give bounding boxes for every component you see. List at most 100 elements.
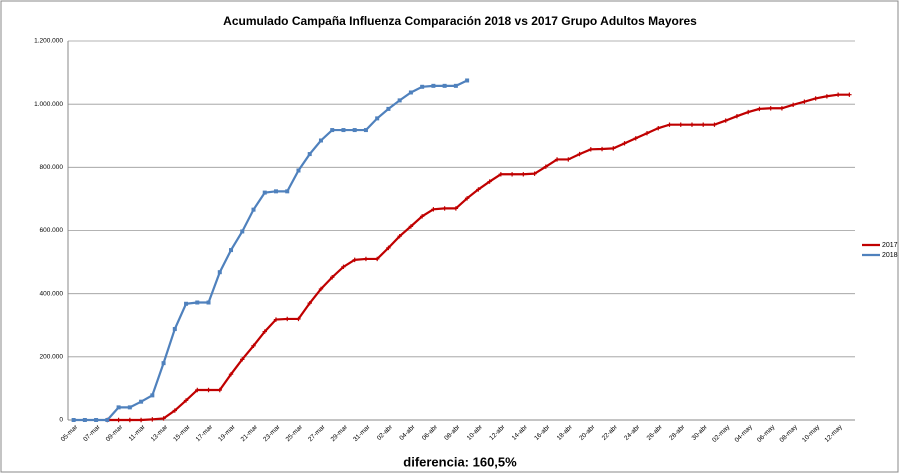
legend-label: 2017 <box>882 242 898 249</box>
point <box>498 172 504 177</box>
point <box>678 122 683 127</box>
point <box>566 157 571 162</box>
point <box>127 417 133 423</box>
y-tick-label: 600.000 <box>40 227 64 234</box>
point <box>554 157 560 162</box>
point <box>397 233 402 239</box>
point <box>240 229 245 234</box>
point <box>408 224 414 229</box>
point <box>779 106 785 111</box>
point <box>262 190 267 195</box>
point <box>184 301 189 306</box>
y-tick-label: 800.000 <box>40 164 64 171</box>
point <box>824 94 830 99</box>
point <box>127 405 132 410</box>
point <box>532 171 537 176</box>
point <box>217 270 222 275</box>
point <box>487 179 492 184</box>
point <box>94 418 99 422</box>
point <box>206 387 211 393</box>
point <box>161 361 166 366</box>
point <box>577 151 582 157</box>
point <box>442 83 447 88</box>
point <box>341 128 346 133</box>
point <box>465 78 470 83</box>
point <box>835 92 841 97</box>
y-tick-label: 0 <box>59 417 63 424</box>
point <box>397 98 402 103</box>
y-tick-label: 400.000 <box>40 290 64 297</box>
point <box>285 189 290 194</box>
point <box>318 138 323 143</box>
y-tick-label: 200.000 <box>40 354 64 361</box>
point <box>453 83 458 88</box>
point <box>847 92 852 97</box>
point <box>285 316 290 322</box>
point <box>296 168 301 173</box>
point <box>273 317 279 322</box>
point <box>521 172 526 177</box>
point <box>701 122 706 127</box>
y-tick-label: 1.200.000 <box>34 38 63 45</box>
point <box>161 416 166 421</box>
point <box>611 146 616 151</box>
point <box>206 300 211 305</box>
point <box>656 125 661 131</box>
point <box>757 106 762 112</box>
point <box>419 214 425 219</box>
point <box>745 109 751 115</box>
point <box>363 256 369 262</box>
point <box>82 418 87 422</box>
point <box>464 196 470 201</box>
point <box>352 257 357 263</box>
point <box>240 357 245 362</box>
point <box>251 207 256 212</box>
point <box>453 206 459 211</box>
point <box>790 102 796 107</box>
point <box>172 327 177 332</box>
point <box>138 417 144 423</box>
point <box>341 264 346 270</box>
point <box>116 405 121 410</box>
point <box>633 136 638 141</box>
point <box>386 106 391 111</box>
point <box>195 300 200 305</box>
point <box>386 245 391 251</box>
legend-label: 2018 <box>882 252 898 259</box>
point <box>363 128 368 133</box>
point <box>689 122 695 127</box>
point <box>273 189 278 194</box>
point <box>375 116 380 121</box>
point <box>195 387 200 393</box>
point <box>374 256 380 262</box>
point <box>599 146 605 152</box>
point <box>330 128 335 133</box>
point <box>262 329 267 334</box>
point <box>768 106 773 111</box>
point <box>509 172 515 177</box>
point <box>318 286 324 292</box>
point <box>296 316 301 322</box>
point <box>307 152 312 157</box>
point <box>588 147 593 152</box>
point <box>622 141 627 146</box>
point <box>431 207 436 212</box>
point <box>723 118 728 123</box>
point <box>712 122 717 127</box>
point <box>229 248 234 253</box>
point <box>183 398 189 403</box>
y-tick-label: 1.000.000 <box>34 101 63 108</box>
chart-title: Acumulado Campaña Influenza Comparación … <box>223 14 697 28</box>
point <box>228 372 234 377</box>
point <box>71 418 76 422</box>
point <box>307 300 312 306</box>
annotation: diferencia: 160,5% <box>403 454 517 469</box>
point <box>139 399 144 404</box>
point <box>251 343 256 348</box>
point <box>442 206 447 211</box>
point <box>150 417 155 422</box>
point <box>543 164 549 169</box>
point <box>802 99 807 104</box>
point <box>644 131 650 136</box>
point <box>330 275 335 280</box>
